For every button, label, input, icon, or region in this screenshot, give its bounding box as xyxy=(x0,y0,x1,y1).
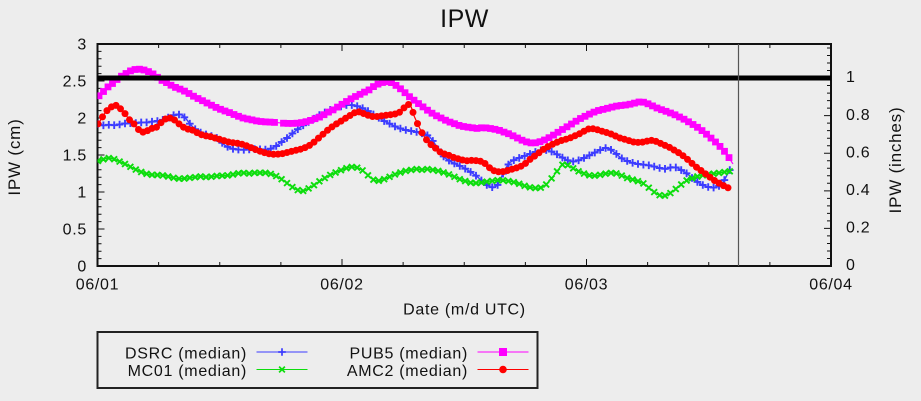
svg-text:DSRC (median): DSRC (median) xyxy=(125,346,247,363)
svg-text:0.2: 0.2 xyxy=(846,220,870,237)
svg-text:2: 2 xyxy=(77,111,87,128)
svg-text:1.5: 1.5 xyxy=(63,148,87,165)
svg-text:1: 1 xyxy=(77,185,87,202)
svg-text:06/01: 06/01 xyxy=(76,277,120,294)
svg-text:Date (m/d UTC): Date (m/d UTC) xyxy=(403,302,526,319)
svg-text:06/02: 06/02 xyxy=(320,277,364,294)
svg-text:PUB5 (median): PUB5 (median) xyxy=(350,346,468,363)
svg-text:IPW (cm): IPW (cm) xyxy=(5,118,24,195)
svg-text:0.5: 0.5 xyxy=(63,222,87,239)
svg-text:0.8: 0.8 xyxy=(846,107,870,124)
svg-text:1: 1 xyxy=(846,69,856,86)
svg-text:06/03: 06/03 xyxy=(565,277,609,294)
svg-text:AMC2 (median): AMC2 (median) xyxy=(347,363,468,380)
svg-text:0.6: 0.6 xyxy=(846,144,870,161)
svg-text:2.5: 2.5 xyxy=(63,74,87,91)
svg-text:0.4: 0.4 xyxy=(846,182,870,199)
svg-text:0: 0 xyxy=(846,257,856,274)
svg-text:06/04: 06/04 xyxy=(809,277,853,294)
svg-text:IPW (inches): IPW (inches) xyxy=(886,107,905,214)
svg-text:3: 3 xyxy=(77,37,87,54)
svg-text:IPW: IPW xyxy=(440,5,489,33)
svg-text:0: 0 xyxy=(77,259,87,276)
svg-text:MC01 (median): MC01 (median) xyxy=(128,363,247,380)
